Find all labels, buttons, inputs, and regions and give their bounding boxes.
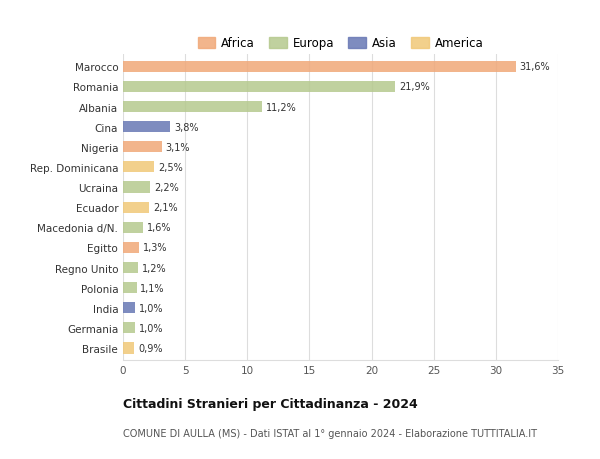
Text: 2,1%: 2,1% [153, 203, 178, 213]
Text: 1,3%: 1,3% [143, 243, 167, 253]
Text: 11,2%: 11,2% [266, 102, 296, 112]
Bar [123, 282, 137, 294]
Text: 2,2%: 2,2% [154, 183, 179, 193]
Text: 1,1%: 1,1% [140, 283, 165, 293]
Bar [123, 182, 151, 193]
Bar [123, 343, 134, 354]
Bar [123, 242, 139, 253]
Text: 21,9%: 21,9% [399, 82, 430, 92]
Legend: Africa, Europa, Asia, America: Africa, Europa, Asia, America [195, 35, 486, 53]
Bar [123, 222, 143, 233]
Bar [123, 122, 170, 133]
Text: 1,0%: 1,0% [139, 303, 164, 313]
Text: 1,6%: 1,6% [146, 223, 171, 233]
Text: 1,0%: 1,0% [139, 323, 164, 333]
Text: 3,8%: 3,8% [174, 123, 199, 132]
Bar [123, 102, 262, 113]
Text: 1,2%: 1,2% [142, 263, 166, 273]
Text: 3,1%: 3,1% [165, 142, 190, 152]
Bar [123, 142, 161, 153]
Bar [123, 82, 395, 93]
Bar [123, 62, 516, 73]
Text: COMUNE DI AULLA (MS) - Dati ISTAT al 1° gennaio 2024 - Elaborazione TUTTITALIA.I: COMUNE DI AULLA (MS) - Dati ISTAT al 1° … [123, 428, 537, 438]
Bar [123, 162, 154, 173]
Text: 2,5%: 2,5% [158, 162, 182, 173]
Bar [123, 263, 138, 274]
Bar [123, 302, 136, 313]
Bar [123, 202, 149, 213]
Text: 31,6%: 31,6% [520, 62, 550, 72]
Text: 0,9%: 0,9% [138, 343, 163, 353]
Bar [123, 323, 136, 334]
Text: Cittadini Stranieri per Cittadinanza - 2024: Cittadini Stranieri per Cittadinanza - 2… [123, 397, 418, 410]
